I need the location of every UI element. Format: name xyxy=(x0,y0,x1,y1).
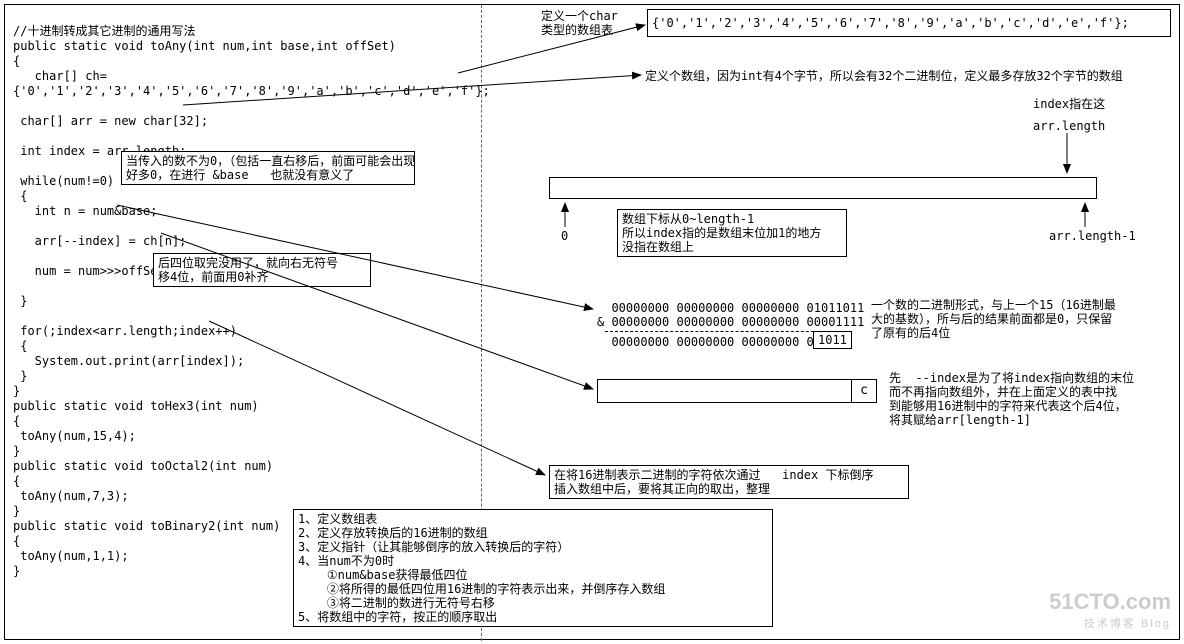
code-line: public static void toOctal2(int num) xyxy=(13,459,273,473)
for-explain-box: 在将16进制表示二进制的字符依次通过 index 下标倒序 插入数组中后，要将其… xyxy=(549,465,909,499)
code-line: { xyxy=(13,54,20,68)
code-line: System.out.print(arr[index]); xyxy=(13,354,244,368)
watermark-sub: 技术博客 Blog xyxy=(1084,618,1171,630)
char-array-box: {'0','1','2','3','4','5','6','7','8','9'… xyxy=(647,9,1171,37)
code-line: public static void toBinary2(int num) xyxy=(13,519,280,533)
diagram-container: //十进制转成其它进制的通用写法 public static void toAn… xyxy=(4,4,1180,640)
c-cell: c xyxy=(851,379,877,403)
index-range-box: 数组下标从0~length-1 所以index指的是数组末位加1的地方 没指在数… xyxy=(617,209,847,257)
steps-text: 1、定义数组表 2、定义存放转换后的16进制的数组 3、定义指针（让其能够倒序的… xyxy=(298,512,665,624)
steps-box: 1、定义数组表 2、定义存放转换后的16进制的数组 3、定义指针（让其能够倒序的… xyxy=(293,509,773,627)
code-line: toAny(num,7,3); xyxy=(13,489,129,503)
code-line: arr[--index] = ch[n]; xyxy=(13,234,186,248)
code-line: while(num!=0) xyxy=(13,174,114,188)
while-note-box: 当传入的数不为0，（包括一直右移后，前面可能会出现 好多0，在进行 &base … xyxy=(121,151,415,185)
char-def-l2: 类型的数组表 xyxy=(541,23,613,37)
code-line: { xyxy=(13,414,20,428)
code-line: { xyxy=(13,339,27,353)
watermark: 51CTO.com 技术博客 Blog xyxy=(1049,593,1171,633)
binary-row2: & 00000000 00000000 00000000 00001111 xyxy=(597,315,864,329)
code-line: for(;index<arr.length;index++) xyxy=(13,324,237,338)
binary-explain-text: 一个数的二进制形式，与上一个15（16进制最 大的基数），所与后的结果前面都是0… xyxy=(871,298,1161,340)
for-explain-text: 在将16进制表示二进制的字符依次通过 index 下标倒序 插入数组中后，要将其… xyxy=(554,468,873,496)
code-line: } xyxy=(13,564,20,578)
code-line: } xyxy=(13,444,20,458)
code-line: { xyxy=(13,189,27,203)
binary-result-box: 1011 xyxy=(813,331,852,349)
code-line: {'0','1','2','3','4','5','6','7','8','9'… xyxy=(13,84,490,98)
index-range-text: 数组下标从0~length-1 所以index指的是数组末位加1的地方 没指在数… xyxy=(622,212,821,254)
code-line: toAny(num,1,1); xyxy=(13,549,129,563)
c-array-bar xyxy=(597,379,877,403)
code-line: char[] ch= xyxy=(13,69,107,83)
code-line: { xyxy=(13,534,20,548)
code-line: int n = num&base; xyxy=(13,204,158,218)
code-line: char[] arr = new char[32]; xyxy=(13,114,208,128)
code-line: } xyxy=(13,384,20,398)
code-line: } xyxy=(13,504,20,518)
char-def-l1: 定义一个char xyxy=(541,9,618,23)
binary-result-text: 1011 xyxy=(818,333,847,347)
arr-length-m1-label: arr.length-1 xyxy=(1049,229,1136,243)
code-block: //十进制转成其它进制的通用写法 public static void toAn… xyxy=(13,9,473,579)
code-line: toAny(num,15,4); xyxy=(13,429,136,443)
binary-row3: 00000000 00000000 00000000 0000 xyxy=(597,335,835,349)
c-explain-text: 先 --index是为了将index指向数组的末位 而不再指向数组外，并在上面定… xyxy=(889,371,1169,427)
binary-row1: 00000000 00000000 00000000 01011011 xyxy=(597,301,864,315)
code-line: public static void toHex3(int num) xyxy=(13,399,259,413)
c-cell-text: c xyxy=(860,383,868,398)
arr-length-label: arr.length xyxy=(1033,119,1105,133)
char-def-label: 定义一个char 类型的数组表 xyxy=(541,9,618,37)
array-def-text: 定义个数组，因为int有4个字节，所以会有32个二进制位，定义最多存放32个字节… xyxy=(645,69,1123,83)
shift-note-box: 后四位取完没用了，就向右无符号 移4位，前面用0补齐 xyxy=(153,253,371,287)
code-line: num = num>>>offSet; xyxy=(13,264,172,278)
shift-note-text: 后四位取完没用了，就向右无符号 移4位，前面用0补齐 xyxy=(158,256,338,284)
code-line: } xyxy=(13,294,27,308)
array-bar xyxy=(549,177,1097,199)
code-comment: //十进制转成其它进制的通用写法 xyxy=(13,24,195,38)
code-line: public static void toAny(int num,int bas… xyxy=(13,39,396,53)
watermark-main: 51CTO.com xyxy=(1049,589,1171,614)
code-line: { xyxy=(13,474,20,488)
code-line: } xyxy=(13,369,27,383)
zero-label: 0 xyxy=(561,229,568,243)
index-here-label: index指在这 xyxy=(1033,97,1105,111)
while-note-text: 当传入的数不为0，（包括一直右移后，前面可能会出现 好多0，在进行 &base … xyxy=(126,154,415,182)
char-array-text: {'0','1','2','3','4','5','6','7','8','9'… xyxy=(652,16,1129,30)
